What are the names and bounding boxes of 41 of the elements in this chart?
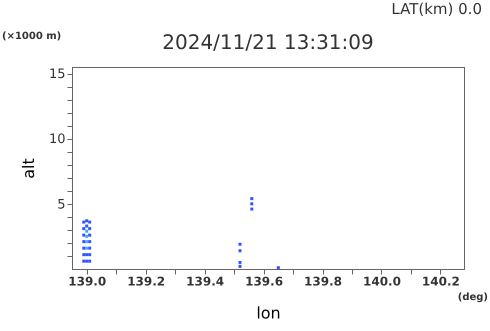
x-tick-label: 140.2	[422, 274, 460, 288]
point	[82, 234, 86, 237]
x-tick-label: 139.6	[245, 274, 284, 288]
y-tick-label: 5	[57, 197, 66, 212]
point	[85, 260, 88, 263]
point	[85, 234, 88, 238]
point	[250, 197, 254, 200]
point	[85, 253, 88, 256]
point	[88, 260, 92, 263]
point	[238, 264, 242, 268]
x-axis-title: lon	[256, 304, 281, 322]
chart-title: 2024/11/21 13:31:09	[162, 30, 374, 54]
x-tick-label: 139.0	[68, 274, 106, 288]
point	[88, 253, 92, 256]
point	[88, 227, 92, 230]
y-tick-label: 15	[48, 67, 66, 82]
point	[276, 266, 280, 270]
point	[88, 220, 92, 224]
point	[82, 227, 86, 230]
point	[85, 240, 88, 244]
point	[238, 260, 242, 264]
point	[85, 230, 88, 233]
y-axis-title: alt	[18, 158, 38, 179]
point	[238, 242, 242, 246]
point	[88, 240, 92, 244]
x-tick-label: 139.4	[186, 274, 224, 288]
point	[238, 249, 242, 252]
x-tick-label: 140.0	[362, 274, 401, 288]
y-tick-label: 10	[48, 132, 66, 148]
point	[88, 246, 92, 250]
point	[88, 234, 92, 237]
text: (deg)	[458, 292, 488, 303]
x-tick-label: 139.8	[304, 274, 342, 288]
point	[250, 202, 254, 206]
x-tick-label: 139.2	[127, 274, 166, 288]
point	[250, 208, 254, 211]
chart-subtitle: LAT(km) 0.0	[391, 0, 482, 18]
point	[85, 219, 88, 222]
point	[85, 246, 88, 250]
text: (×1000 m)	[2, 31, 62, 42]
point	[85, 224, 88, 228]
